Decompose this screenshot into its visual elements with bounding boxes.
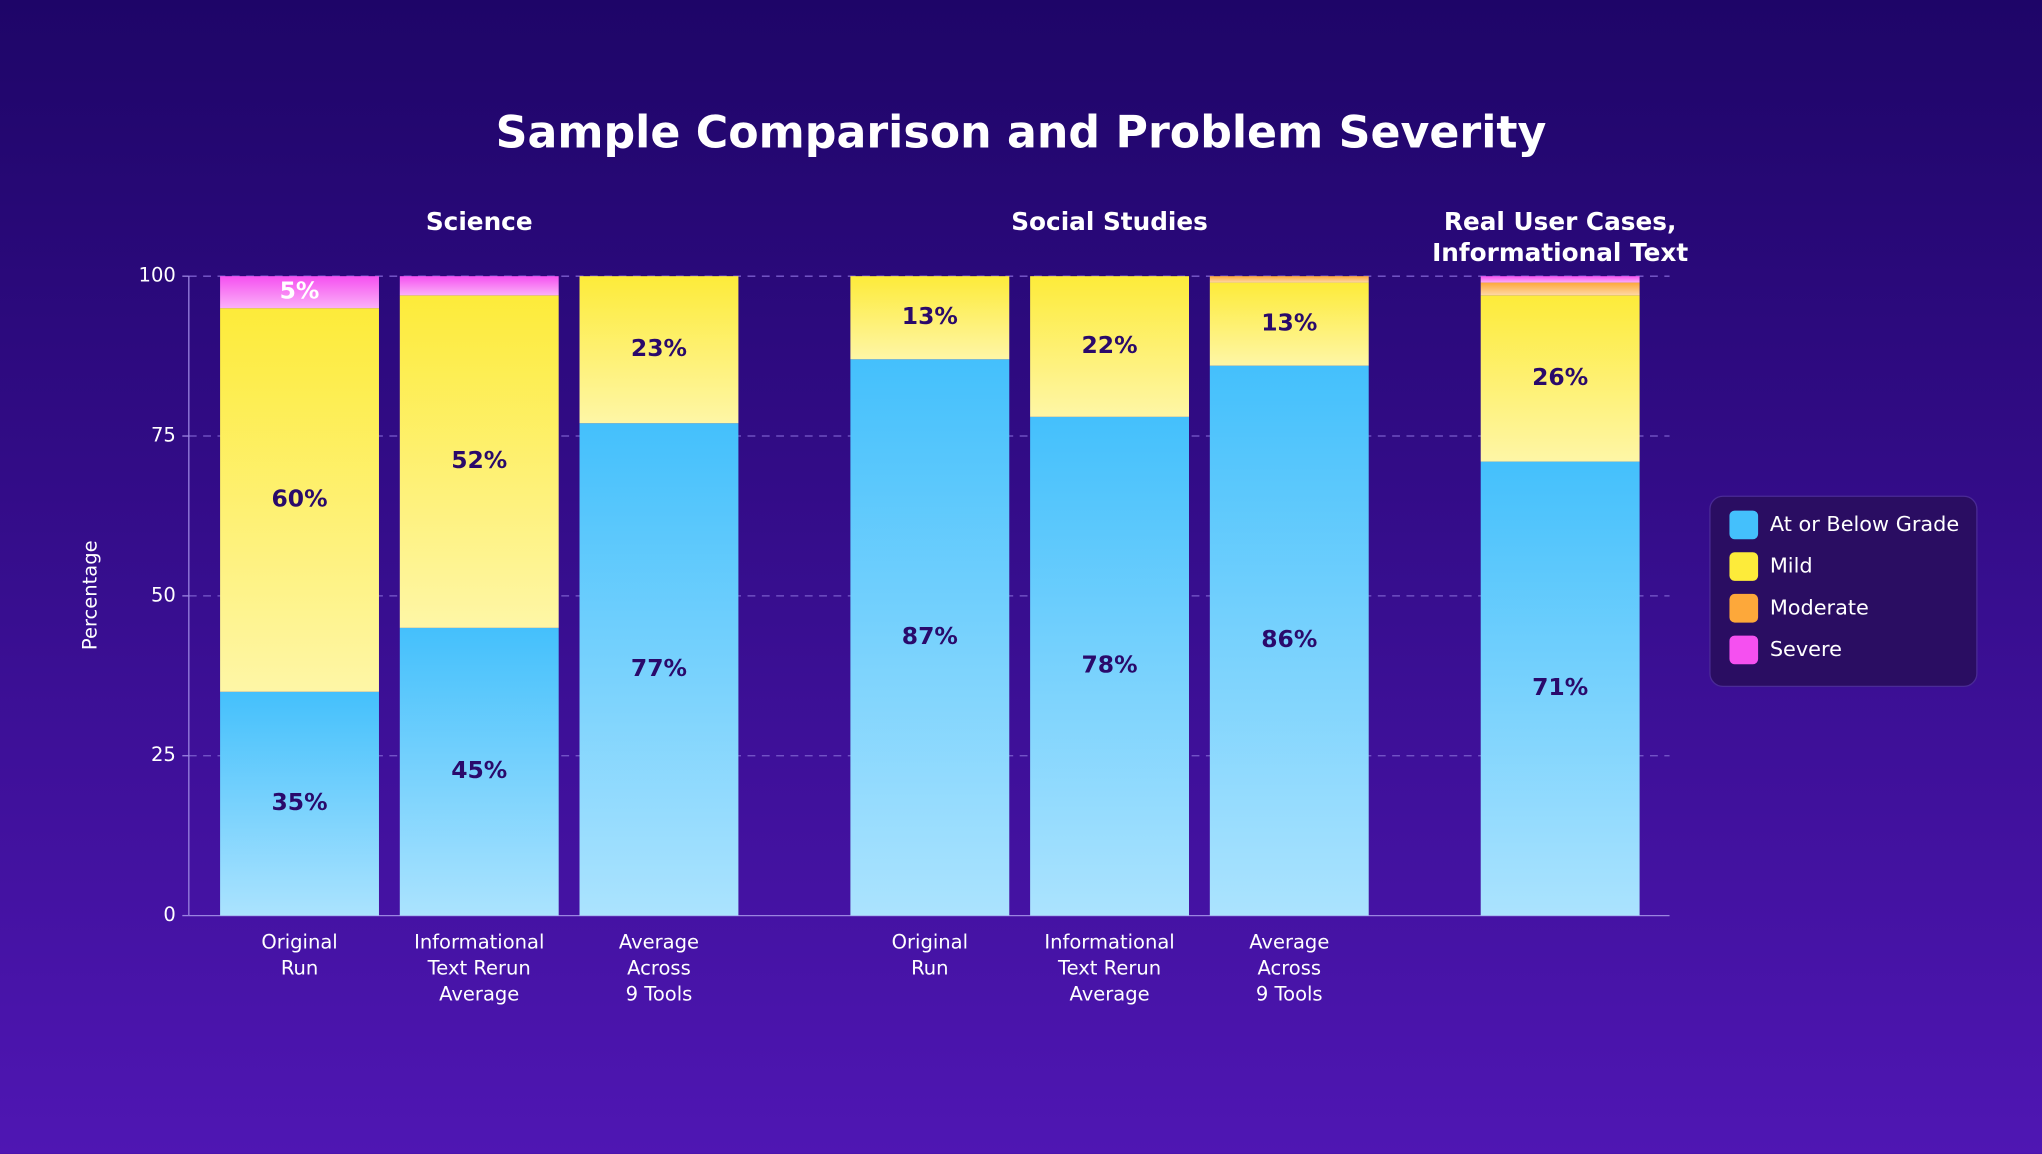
bar-segment	[1480, 282, 1640, 296]
data-label: 13%	[902, 302, 958, 330]
legend-swatch	[1729, 510, 1759, 540]
bar-segment	[399, 276, 559, 296]
bar-segment	[850, 276, 1010, 360]
data-label: 86%	[1261, 625, 1317, 653]
x-tick-label: Run	[911, 956, 948, 979]
data-label: 52%	[451, 446, 507, 474]
legend-swatch	[1729, 552, 1759, 581]
x-tick-label: Average	[619, 930, 699, 953]
x-tick-label: Text Rerun	[427, 956, 531, 979]
y-tick-label: 0	[163, 903, 175, 926]
legend-box	[1709, 495, 1978, 688]
y-axis-label: Percentage	[79, 540, 102, 650]
bar-segment	[1030, 276, 1189, 417]
bar-segment	[1480, 276, 1640, 283]
x-tick-label: Average	[439, 983, 519, 1006]
y-tick-label: 50	[151, 583, 176, 606]
legend-label: Mild	[1770, 554, 1813, 578]
x-tick-label: 9 Tools	[626, 983, 693, 1006]
legend-label: At or Below Grade	[1770, 512, 1959, 536]
y-tick-label: 100	[139, 264, 176, 287]
x-tick-label: Across	[627, 956, 691, 979]
data-label: 45%	[451, 756, 507, 784]
bar-segment	[1480, 461, 1640, 916]
bar-segment	[1209, 276, 1369, 283]
data-label: 71%	[1532, 673, 1588, 701]
legend-swatch	[1729, 635, 1759, 665]
bar-segment	[850, 359, 1010, 916]
legend-label: Severe	[1770, 637, 1842, 661]
y-tick-label: 25	[151, 743, 176, 766]
bar-segment	[1030, 416, 1189, 916]
group-label: Science	[426, 207, 533, 236]
bar-segment	[579, 276, 739, 424]
data-label: 60%	[271, 484, 327, 512]
y-tick-label: 75	[151, 424, 176, 447]
bar-segment	[220, 691, 379, 916]
bar-segment	[1209, 282, 1369, 366]
group-label: Real User Cases,	[1444, 207, 1676, 236]
data-label: 77%	[631, 654, 687, 682]
bar-segment	[1209, 365, 1369, 916]
bar-segment	[399, 627, 559, 916]
data-label: 13%	[1261, 309, 1317, 337]
data-label: 26%	[1532, 363, 1588, 391]
data-label: 22%	[1082, 331, 1138, 359]
group-label: Social Studies	[1011, 207, 1208, 236]
data-label: 23%	[631, 334, 687, 362]
data-label: 87%	[902, 622, 958, 650]
x-tick-label: Original	[892, 930, 968, 953]
bar-segment	[220, 276, 379, 309]
x-tick-label: Average	[1069, 983, 1149, 1006]
x-tick-label: Run	[281, 956, 318, 979]
x-tick-label: 9 Tools	[1256, 983, 1323, 1006]
data-label: 5%	[280, 277, 320, 305]
bar-segment	[399, 295, 559, 628]
group-label: Informational Text	[1432, 238, 1688, 267]
bar-segment	[1480, 295, 1640, 462]
legend-label: Moderate	[1770, 595, 1869, 619]
x-tick-label: Across	[1257, 956, 1321, 979]
data-label: 78%	[1082, 651, 1138, 679]
chart-title: Sample Comparison and Problem Severity	[496, 108, 1547, 159]
data-label: 35%	[271, 788, 327, 816]
legend-swatch	[1729, 593, 1759, 623]
x-tick-label: Informational	[414, 930, 544, 953]
x-tick-label: Informational	[1044, 930, 1174, 953]
bar-segment	[220, 308, 379, 692]
bar-segment	[579, 423, 739, 916]
x-tick-label: Average	[1249, 930, 1329, 953]
x-tick-label: Text Rerun	[1057, 956, 1161, 979]
x-tick-label: Original	[261, 930, 337, 953]
